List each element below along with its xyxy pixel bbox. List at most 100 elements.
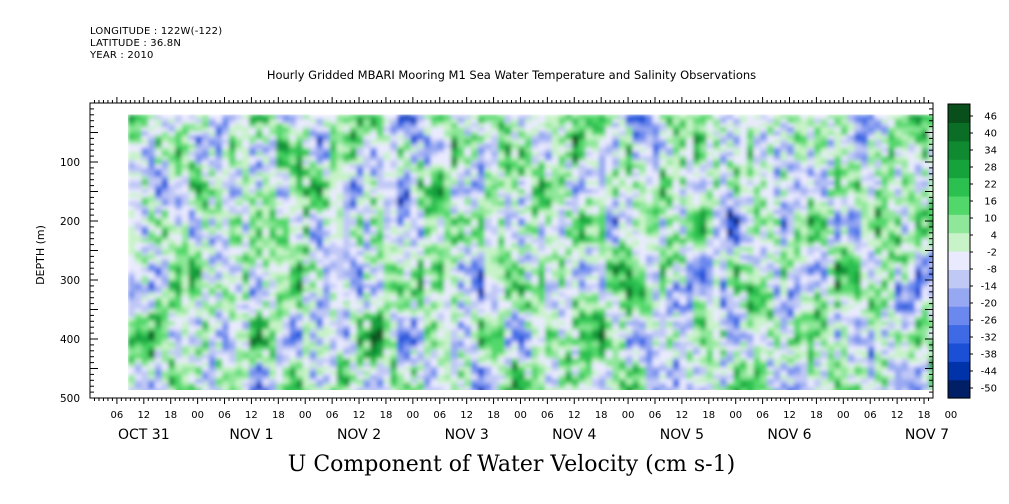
heatmap-cell <box>417 168 425 174</box>
heatmap-cell <box>518 127 526 133</box>
heatmap-cell <box>255 362 264 368</box>
heatmap-cell <box>336 193 345 199</box>
heatmap-cell <box>390 127 398 133</box>
heatmap-cell <box>336 358 345 364</box>
heatmap-cell <box>349 151 358 157</box>
heatmap-cell <box>383 354 392 360</box>
heatmap-cell <box>524 135 533 141</box>
heatmap-cell <box>195 325 203 331</box>
heatmap-cell <box>410 226 419 232</box>
heatmap-cell <box>370 333 378 339</box>
heatmap-cell <box>228 131 237 137</box>
heatmap-cell <box>309 168 318 174</box>
heatmap-cell <box>289 172 297 178</box>
heatmap-cell <box>545 114 553 120</box>
heatmap-cell <box>397 370 405 376</box>
heatmap-cell <box>477 259 486 265</box>
heatmap-cell <box>558 292 566 298</box>
heatmap-cell <box>592 346 600 352</box>
heatmap-cell <box>450 271 459 277</box>
heatmap-cell <box>262 271 271 277</box>
heatmap-cell <box>235 354 244 360</box>
heatmap-cell <box>497 201 506 207</box>
heatmap-cell <box>497 135 506 141</box>
heatmap-cell <box>323 383 331 389</box>
heatmap-cell <box>262 197 271 203</box>
heatmap-cell <box>383 151 392 157</box>
heatmap-cell <box>471 242 479 248</box>
heatmap-cell <box>302 313 311 318</box>
heatmap-cell <box>511 127 519 133</box>
heatmap-cell <box>343 209 351 215</box>
heatmap-cell <box>154 213 163 219</box>
heatmap-cell <box>450 168 459 174</box>
heatmap-cell <box>511 114 519 120</box>
heatmap-cell <box>504 127 513 133</box>
heatmap-cell <box>612 263 620 269</box>
heatmap-cell <box>235 213 244 219</box>
heatmap-cell <box>471 164 479 170</box>
heatmap-cell <box>558 300 566 306</box>
heatmap-cell <box>356 213 365 219</box>
heatmap-cell <box>578 362 587 368</box>
heatmap-cell <box>450 288 459 294</box>
heatmap-cell <box>275 379 284 385</box>
heatmap-cell <box>128 275 136 281</box>
heatmap-cell <box>262 329 271 335</box>
heatmap-cell <box>585 370 593 376</box>
heatmap-cell <box>349 114 358 120</box>
heatmap-cell <box>161 304 170 310</box>
heatmap-cell <box>504 209 513 215</box>
heatmap-cell <box>181 296 190 302</box>
heatmap-cell <box>565 139 573 145</box>
heatmap-cell <box>242 160 250 166</box>
heatmap-cell <box>565 325 573 331</box>
heatmap-cell <box>410 288 419 294</box>
heatmap-cell <box>518 151 526 157</box>
heatmap-cell <box>302 205 311 211</box>
heatmap-cell <box>598 131 607 137</box>
heatmap-cell <box>437 118 445 124</box>
heatmap-cell <box>605 374 614 380</box>
heatmap-cell <box>242 346 250 352</box>
heatmap-cell <box>349 251 358 257</box>
heatmap-cell <box>397 156 405 162</box>
heatmap-cell <box>296 370 304 376</box>
heatmap-cell <box>316 139 324 145</box>
heatmap-cell <box>188 135 197 141</box>
heatmap-cell <box>349 284 358 290</box>
heatmap-cell <box>430 123 439 128</box>
heatmap-cell <box>309 354 318 360</box>
heatmap-cell <box>309 234 318 240</box>
heatmap-cell <box>578 325 587 331</box>
heatmap-cell <box>437 304 445 310</box>
heatmap-cell <box>255 172 264 178</box>
heatmap-cell <box>363 308 371 314</box>
heatmap-cell <box>397 201 405 207</box>
heatmap-cell <box>208 300 217 306</box>
heatmap-cell <box>255 300 264 306</box>
heatmap-cell <box>222 304 230 310</box>
heatmap-cell <box>228 259 237 265</box>
heatmap-cell <box>464 172 472 178</box>
heatmap-cell <box>571 317 580 323</box>
heatmap-cell <box>423 275 432 281</box>
heatmap-cell <box>450 354 459 360</box>
heatmap-cell <box>128 304 136 310</box>
heatmap-cell <box>477 374 486 380</box>
heatmap-cell <box>235 143 244 149</box>
heatmap-cell <box>175 234 183 240</box>
heatmap-cell <box>181 292 190 298</box>
heatmap-cell <box>504 317 513 323</box>
heatmap-cell <box>518 147 526 153</box>
heatmap-cell <box>464 259 472 265</box>
heatmap-cell <box>296 346 304 352</box>
heatmap-cell <box>578 189 587 195</box>
heatmap-cell <box>302 379 311 385</box>
heatmap-cell <box>222 325 230 331</box>
heatmap-cell <box>558 296 566 302</box>
heatmap-cell <box>316 238 324 244</box>
heatmap-cell <box>329 387 338 390</box>
heatmap-cell <box>161 209 170 215</box>
heatmap-cell <box>141 234 149 240</box>
